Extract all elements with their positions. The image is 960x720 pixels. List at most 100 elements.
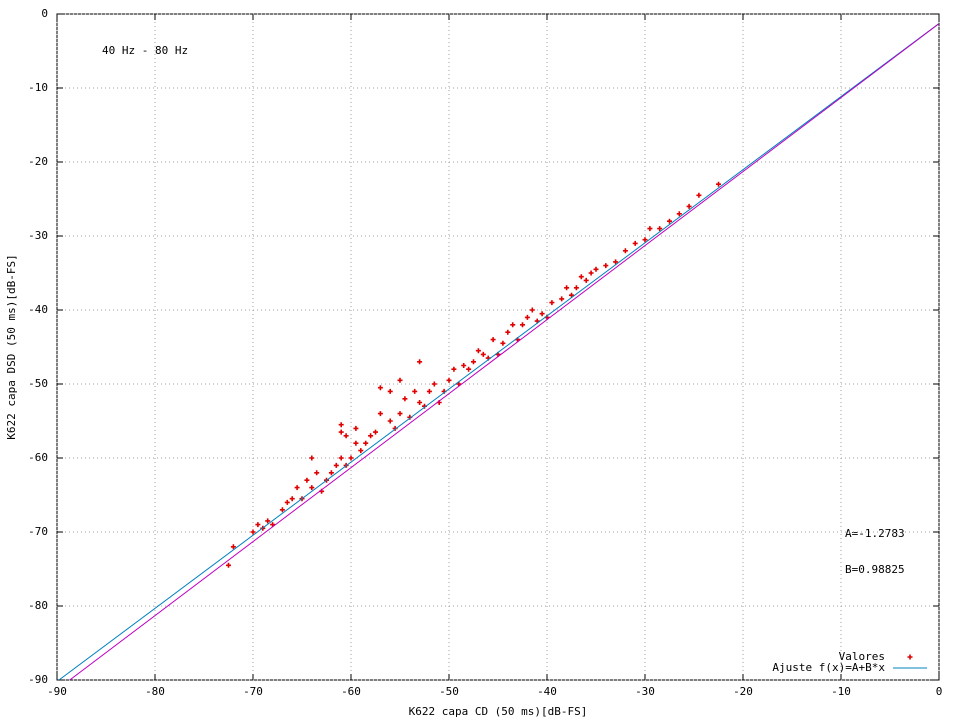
x-tick-label: -30 bbox=[635, 685, 655, 698]
data-point bbox=[417, 400, 423, 405]
data-point bbox=[343, 433, 349, 439]
data-point bbox=[647, 226, 653, 232]
legend-label: Valores bbox=[839, 650, 885, 663]
data-point bbox=[529, 307, 535, 313]
data-point bbox=[387, 418, 393, 424]
data-point bbox=[451, 366, 457, 372]
data-point bbox=[294, 485, 300, 491]
data-point bbox=[475, 348, 481, 354]
data-point bbox=[500, 340, 506, 346]
annotation: 40 Hz - 80 Hz bbox=[102, 44, 188, 57]
data-point bbox=[358, 448, 364, 454]
data-point bbox=[466, 366, 472, 372]
y-tick-label: -40 bbox=[28, 303, 48, 316]
data-point bbox=[549, 300, 555, 306]
data-point bbox=[338, 429, 344, 435]
data-point bbox=[377, 411, 383, 417]
data-point bbox=[667, 218, 672, 224]
x-tick-label: -20 bbox=[733, 685, 753, 698]
data-point bbox=[696, 192, 702, 198]
data-point bbox=[603, 263, 609, 269]
data-point bbox=[539, 311, 545, 317]
data-point bbox=[510, 322, 516, 328]
data-point bbox=[417, 359, 423, 365]
y-tick-label: -20 bbox=[28, 155, 48, 168]
data-point bbox=[328, 470, 334, 476]
data-point bbox=[373, 429, 378, 435]
data-point bbox=[716, 181, 721, 187]
data-point bbox=[490, 337, 496, 343]
data-point bbox=[377, 385, 383, 391]
y-tick-label: -70 bbox=[28, 525, 48, 538]
data-point bbox=[226, 562, 231, 568]
data-point bbox=[309, 485, 315, 491]
data-point bbox=[250, 529, 256, 535]
data-point bbox=[642, 237, 648, 243]
data-point bbox=[686, 203, 692, 209]
data-point bbox=[289, 496, 295, 502]
y-tick-label: -50 bbox=[28, 377, 48, 390]
x-tick-label: -60 bbox=[341, 685, 361, 698]
data-point bbox=[368, 433, 374, 439]
y-tick-label: -10 bbox=[28, 81, 48, 94]
data-point bbox=[578, 274, 584, 280]
x-tick-label: -40 bbox=[537, 685, 557, 698]
x-tick-label: -70 bbox=[243, 685, 263, 698]
data-point bbox=[284, 499, 290, 505]
data-point bbox=[265, 518, 271, 524]
data-point bbox=[573, 285, 579, 291]
x-tick-label: 0 bbox=[936, 685, 943, 698]
y-tick-label: -80 bbox=[28, 599, 48, 612]
data-point bbox=[622, 248, 628, 254]
data-point bbox=[230, 544, 236, 550]
data-point bbox=[461, 363, 467, 368]
y-tick-label: -60 bbox=[28, 451, 48, 464]
data-point bbox=[397, 377, 403, 383]
data-point bbox=[524, 314, 530, 320]
y-axis-label: K622 capa DSD (50 ms)[dB-FS] bbox=[5, 254, 18, 439]
plot-frame bbox=[56, 13, 940, 681]
data-point bbox=[338, 422, 344, 428]
fit-line bbox=[58, 23, 939, 680]
data-point bbox=[412, 388, 418, 394]
data-point bbox=[402, 396, 408, 402]
y-tick-label: -90 bbox=[28, 673, 48, 686]
data-point bbox=[593, 266, 599, 272]
data-point bbox=[426, 388, 432, 394]
data-point bbox=[505, 329, 511, 335]
y-tick-label: 0 bbox=[41, 7, 48, 20]
annotation: A=-1.2783 bbox=[845, 527, 905, 540]
data-point bbox=[569, 292, 574, 298]
data-point bbox=[348, 455, 354, 461]
y-tick-label: -30 bbox=[28, 229, 48, 242]
data-point bbox=[657, 226, 663, 232]
fit-line bbox=[69, 23, 939, 680]
data-point bbox=[363, 440, 369, 446]
data-point bbox=[520, 322, 525, 328]
x-tick-label: -80 bbox=[145, 685, 165, 698]
data-point bbox=[309, 455, 315, 461]
x-tick-label: -10 bbox=[831, 685, 851, 698]
data-point bbox=[255, 522, 261, 528]
x-axis-label: K622 capa CD (50 ms)[dB-FS] bbox=[409, 705, 588, 718]
x-tick-label: -90 bbox=[47, 685, 67, 698]
data-point bbox=[431, 381, 437, 387]
data-point bbox=[559, 296, 565, 302]
annotation: B=0.98825 bbox=[845, 563, 905, 576]
data-point bbox=[387, 388, 393, 394]
data-point bbox=[480, 351, 486, 357]
legend-label: Ajuste f(x)=A+B*x bbox=[772, 661, 885, 674]
data-point bbox=[314, 470, 320, 476]
data-point bbox=[333, 462, 339, 468]
data-point bbox=[583, 277, 589, 283]
data-point bbox=[632, 240, 638, 246]
data-point bbox=[353, 425, 359, 431]
data-point bbox=[588, 270, 594, 276]
data-point bbox=[338, 455, 344, 461]
data-point bbox=[613, 259, 619, 265]
legend-marker bbox=[907, 654, 913, 660]
data-point bbox=[397, 411, 403, 417]
x-tick-label: -50 bbox=[439, 685, 459, 698]
data-point bbox=[279, 507, 285, 513]
data-point bbox=[471, 359, 476, 365]
